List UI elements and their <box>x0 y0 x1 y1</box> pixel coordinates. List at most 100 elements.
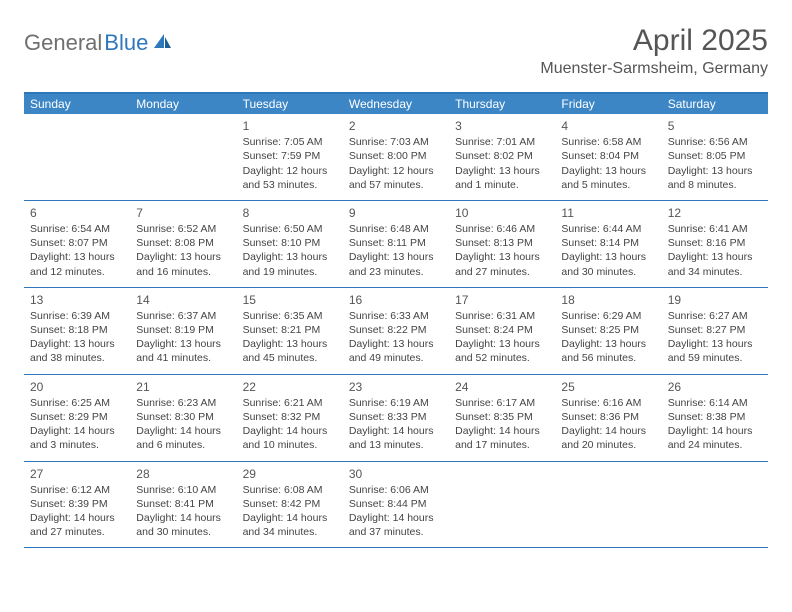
sunset-text: Sunset: 8:30 PM <box>136 410 230 424</box>
sunrise-text: Sunrise: 6:33 AM <box>349 309 443 323</box>
day-number: 11 <box>561 205 655 221</box>
sail-icon <box>152 32 172 55</box>
sunrise-text: Sunrise: 6:27 AM <box>668 309 762 323</box>
daylight-text: Daylight: 13 hours and 23 minutes. <box>349 250 443 278</box>
sunrise-text: Sunrise: 6:39 AM <box>30 309 124 323</box>
sunset-text: Sunset: 8:16 PM <box>668 236 762 250</box>
daylight-text: Daylight: 13 hours and 16 minutes. <box>136 250 230 278</box>
day-number: 19 <box>668 292 762 308</box>
sunset-text: Sunset: 8:25 PM <box>561 323 655 337</box>
sunset-text: Sunset: 8:02 PM <box>455 149 549 163</box>
day-cell: 17Sunrise: 6:31 AMSunset: 8:24 PMDayligh… <box>449 288 555 374</box>
day-number: 18 <box>561 292 655 308</box>
daylight-text: Daylight: 13 hours and 12 minutes. <box>30 250 124 278</box>
day-cell: 27Sunrise: 6:12 AMSunset: 8:39 PMDayligh… <box>24 462 130 548</box>
daylight-text: Daylight: 14 hours and 17 minutes. <box>455 424 549 452</box>
day-number: 17 <box>455 292 549 308</box>
day-cell: 7Sunrise: 6:52 AMSunset: 8:08 PMDaylight… <box>130 201 236 287</box>
daylight-text: Daylight: 12 hours and 57 minutes. <box>349 164 443 192</box>
calendar-body: ..1Sunrise: 7:05 AMSunset: 7:59 PMDaylig… <box>24 114 768 548</box>
daylight-text: Daylight: 12 hours and 53 minutes. <box>243 164 337 192</box>
title-block: April 2025 Muenster-Sarmsheim, Germany <box>540 24 768 78</box>
day-cell: 1Sunrise: 7:05 AMSunset: 7:59 PMDaylight… <box>237 114 343 200</box>
sunrise-text: Sunrise: 6:06 AM <box>349 483 443 497</box>
day-number: 15 <box>243 292 337 308</box>
day-number: 14 <box>136 292 230 308</box>
sunset-text: Sunset: 8:10 PM <box>243 236 337 250</box>
day-number: 8 <box>243 205 337 221</box>
sunrise-text: Sunrise: 6:48 AM <box>349 222 443 236</box>
sunrise-text: Sunrise: 6:08 AM <box>243 483 337 497</box>
sunrise-text: Sunrise: 6:54 AM <box>30 222 124 236</box>
daylight-text: Daylight: 13 hours and 52 minutes. <box>455 337 549 365</box>
weekday-header: Friday <box>555 94 661 114</box>
sunset-text: Sunset: 8:21 PM <box>243 323 337 337</box>
day-cell: 10Sunrise: 6:46 AMSunset: 8:13 PMDayligh… <box>449 201 555 287</box>
day-number: 25 <box>561 379 655 395</box>
weekday-header: Saturday <box>662 94 768 114</box>
day-number: 1 <box>243 118 337 134</box>
daylight-text: Daylight: 13 hours and 41 minutes. <box>136 337 230 365</box>
sunset-text: Sunset: 8:05 PM <box>668 149 762 163</box>
day-number: 2 <box>349 118 443 134</box>
daylight-text: Daylight: 14 hours and 24 minutes. <box>668 424 762 452</box>
sunset-text: Sunset: 8:11 PM <box>349 236 443 250</box>
sunrise-text: Sunrise: 6:52 AM <box>136 222 230 236</box>
sunrise-text: Sunrise: 6:46 AM <box>455 222 549 236</box>
sunset-text: Sunset: 8:41 PM <box>136 497 230 511</box>
sunset-text: Sunset: 8:24 PM <box>455 323 549 337</box>
daylight-text: Daylight: 13 hours and 5 minutes. <box>561 164 655 192</box>
sunset-text: Sunset: 8:39 PM <box>30 497 124 511</box>
daylight-text: Daylight: 13 hours and 49 minutes. <box>349 337 443 365</box>
day-number: 4 <box>561 118 655 134</box>
brand-text-blue: Blue <box>104 30 148 56</box>
sunrise-text: Sunrise: 7:05 AM <box>243 135 337 149</box>
daylight-text: Daylight: 14 hours and 10 minutes. <box>243 424 337 452</box>
day-cell: 4Sunrise: 6:58 AMSunset: 8:04 PMDaylight… <box>555 114 661 200</box>
day-number: 28 <box>136 466 230 482</box>
day-number: 7 <box>136 205 230 221</box>
calendar-page: GeneralBlue April 2025 Muenster-Sarmshei… <box>0 0 792 548</box>
sunset-text: Sunset: 7:59 PM <box>243 149 337 163</box>
calendar-table: SundayMondayTuesdayWednesdayThursdayFrid… <box>24 92 768 548</box>
day-cell-empty: . <box>449 462 555 548</box>
day-cell: 21Sunrise: 6:23 AMSunset: 8:30 PMDayligh… <box>130 375 236 461</box>
day-cell: 19Sunrise: 6:27 AMSunset: 8:27 PMDayligh… <box>662 288 768 374</box>
weekday-header: Thursday <box>449 94 555 114</box>
week-row: 20Sunrise: 6:25 AMSunset: 8:29 PM Dayligh… <box>24 375 768 462</box>
day-cell: 8Sunrise: 6:50 AMSunset: 8:10 PMDaylight… <box>237 201 343 287</box>
daylight-text: Daylight: 14 hours and 6 minutes. <box>136 424 230 452</box>
location-text: Muenster-Sarmsheim, Germany <box>540 60 768 78</box>
week-row: 27Sunrise: 6:12 AMSunset: 8:39 PMDayligh… <box>24 462 768 549</box>
sunset-text: Sunset: 8:36 PM <box>561 410 655 424</box>
day-cell: 14Sunrise: 6:37 AMSunset: 8:19 PMDayligh… <box>130 288 236 374</box>
sunrise-text: Sunrise: 6:41 AM <box>668 222 762 236</box>
sunrise-text: Sunrise: 6:29 AM <box>561 309 655 323</box>
sunrise-text: Sunrise: 6:31 AM <box>455 309 549 323</box>
sunset-text: Sunset: 8:44 PM <box>349 497 443 511</box>
day-cell: 25Sunrise: 6:16 AMSunset: 8:36 PMDayligh… <box>555 375 661 461</box>
daylight-text: Daylight: 13 hours and 38 minutes. <box>30 337 124 365</box>
day-number: 29 <box>243 466 337 482</box>
day-number: 24 <box>455 379 549 395</box>
week-row: ..1Sunrise: 7:05 AMSunset: 7:59 PMDaylig… <box>24 114 768 201</box>
day-number: 5 <box>668 118 762 134</box>
sunset-text: Sunset: 8:29 PM <box>30 410 124 424</box>
day-cell: 20Sunrise: 6:25 AMSunset: 8:29 PMDayligh… <box>24 375 130 461</box>
sunset-text: Sunset: 8:14 PM <box>561 236 655 250</box>
day-number: 22 <box>243 379 337 395</box>
daylight-text: Daylight: 13 hours and 19 minutes. <box>243 250 337 278</box>
day-number: 20 <box>30 379 124 395</box>
sunset-text: Sunset: 8:27 PM <box>668 323 762 337</box>
weekday-header: Monday <box>130 94 236 114</box>
day-cell: 12Sunrise: 6:41 AMSunset: 8:16 PMDayligh… <box>662 201 768 287</box>
sunrise-text: Sunrise: 6:50 AM <box>243 222 337 236</box>
day-cell-empty: . <box>662 462 768 548</box>
sunset-text: Sunset: 8:07 PM <box>30 236 124 250</box>
week-row: 13Sunrise: 6:39 AMSunset: 8:18 PMDayligh… <box>24 288 768 375</box>
sunset-text: Sunset: 8:35 PM <box>455 410 549 424</box>
sunset-text: Sunset: 8:38 PM <box>668 410 762 424</box>
sunrise-text: Sunrise: 6:25 AM <box>30 396 124 410</box>
day-cell: 18Sunrise: 6:29 AMSunset: 8:25 PMDayligh… <box>555 288 661 374</box>
daylight-text: Daylight: 13 hours and 1 minute. <box>455 164 549 192</box>
